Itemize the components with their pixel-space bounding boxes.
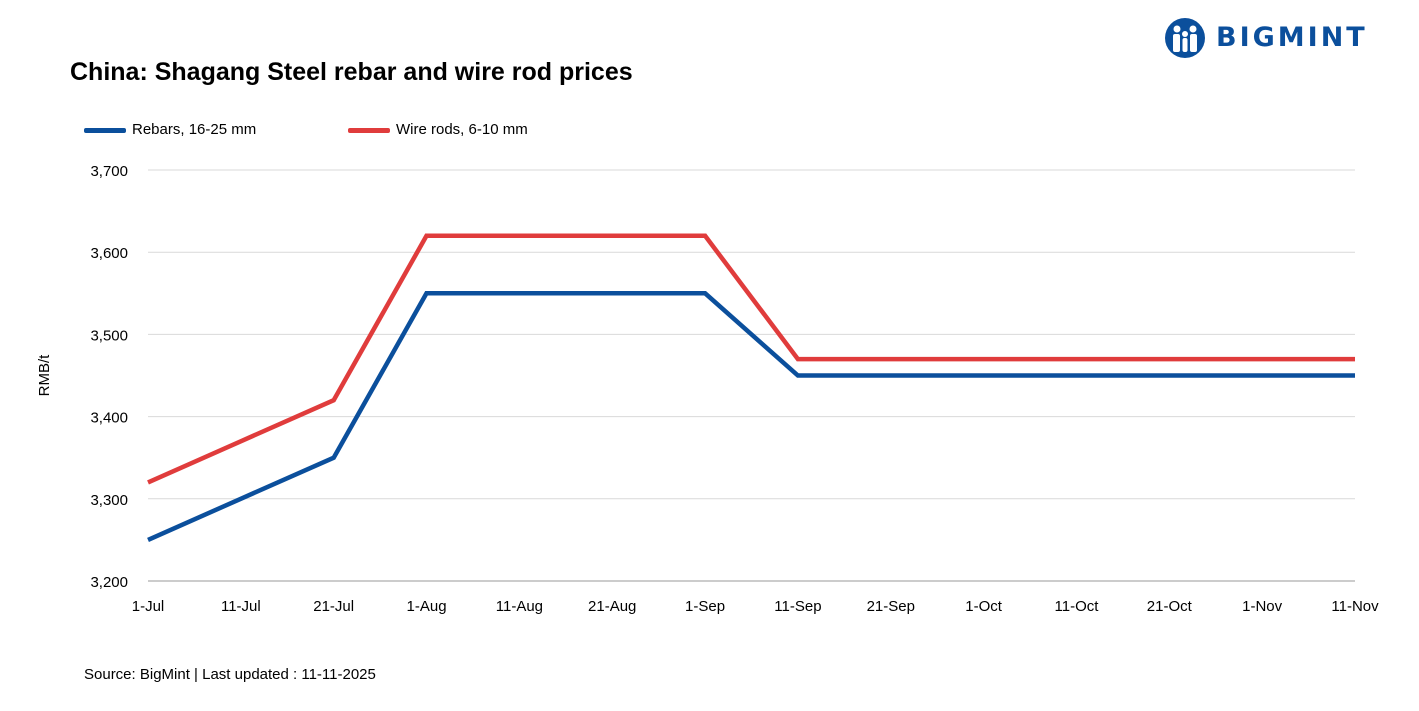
x-tick-label: 1-Nov	[1242, 598, 1283, 615]
x-tick-label: 1-Sep	[685, 598, 725, 615]
x-tick-label: 11-Sep	[774, 598, 821, 615]
y-tick-label: 3,500	[90, 327, 128, 344]
y-tick-label: 3,700	[90, 163, 128, 180]
y-tick-label: 3,200	[90, 574, 128, 591]
x-tick-label: 21-Aug	[588, 598, 636, 615]
bigmint-logo-text: BIGMINT	[1216, 22, 1368, 53]
source-note: Source: BigMint | Last updated : 11-11-2…	[84, 666, 376, 683]
legend-swatch-wire-rods	[348, 128, 390, 133]
y-tick-label: 3,600	[90, 245, 128, 262]
legend-label-rebars: Rebars, 16-25 mm	[132, 121, 257, 138]
bigmint-logo-icon	[1165, 18, 1205, 58]
x-tick-label: 11-Aug	[496, 598, 543, 615]
x-tick-label: 21-Sep	[867, 598, 915, 615]
y-tick-label: 3,300	[90, 492, 128, 509]
y-tick-label: 3,400	[90, 410, 128, 427]
series-line-rebars-16-25-mm	[147, 291, 1355, 542]
chart-title: China: Shagang Steel rebar and wire rod …	[70, 58, 633, 86]
legend-label-wire-rods: Wire rods, 6-10 mm	[396, 121, 528, 138]
x-tick-label: 1-Aug	[407, 598, 447, 615]
legend-swatch-rebars	[84, 128, 126, 133]
x-tick-label: 21-Jul	[313, 598, 354, 615]
x-tick-label: 11-Jul	[221, 598, 261, 615]
x-tick-label: 1-Oct	[965, 598, 1003, 615]
x-tick-label: 21-Oct	[1147, 598, 1193, 615]
x-tick-label: 1-Jul	[132, 598, 165, 615]
x-tick-label: 11-Nov	[1331, 598, 1379, 615]
x-tick-label: 11-Oct	[1055, 598, 1100, 615]
bigmint-logo: BIGMINT	[1163, 16, 1383, 62]
series-line-wire-rods-6-10-mm	[147, 233, 1355, 485]
y-axis-label: RMB/t	[36, 354, 53, 397]
